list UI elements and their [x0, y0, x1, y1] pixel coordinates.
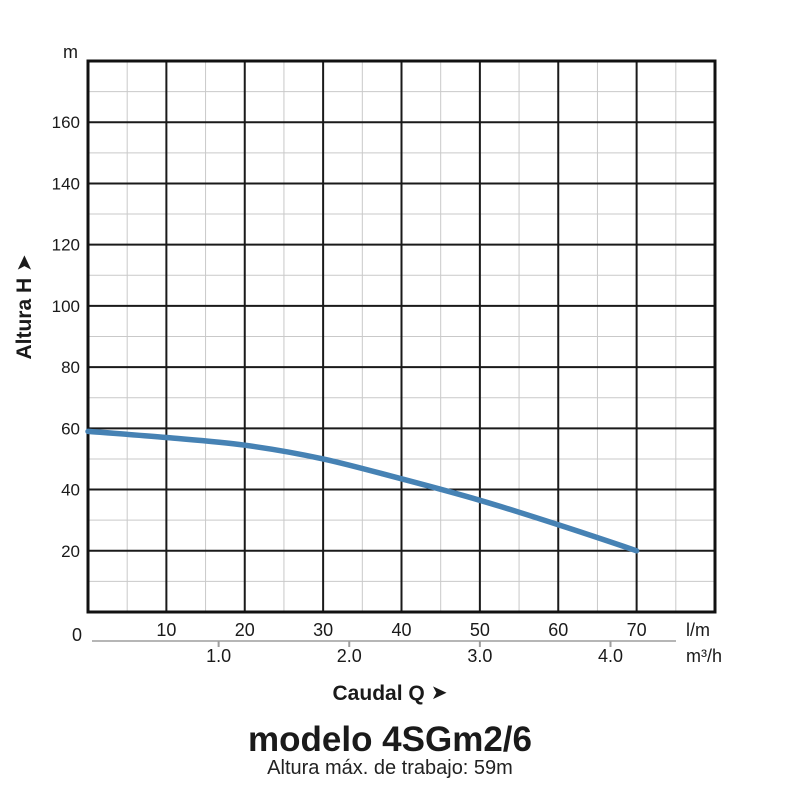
y-tick-label: 60	[61, 419, 80, 438]
plot-border	[86, 59, 717, 614]
x-tick-label: 70	[627, 620, 647, 640]
pump-performance-chart: 20 40 60 80 100 120 140 160 0 m 10 20 30 40 50 60 70 l/m 1…	[13, 42, 722, 666]
secondary-tick-label: 3.0	[467, 646, 492, 666]
pump-curve-line	[85, 428, 640, 554]
x-axis-title-text: Caudal Q	[332, 682, 425, 705]
x-tick-label: 10	[156, 620, 176, 640]
max-head-subtitle: Altura máx. de trabajo: 59m	[267, 757, 513, 779]
y-axis-unit: m	[63, 42, 78, 62]
y-tick-label: 100	[52, 297, 80, 316]
x-tick-label: 60	[548, 620, 568, 640]
right-arrow-icon: ➤	[430, 682, 448, 704]
x-tick-label: 40	[391, 620, 411, 640]
secondary-tick-label: 1.0	[206, 646, 231, 666]
y-tick-label: 80	[61, 358, 80, 377]
x-axis-primary-unit: l/m	[686, 620, 710, 640]
y-tick-label: 140	[52, 174, 80, 193]
x-tick-label: 30	[313, 620, 333, 640]
secondary-tick-label: 2.0	[337, 646, 362, 666]
origin-label: 0	[72, 625, 82, 645]
secondary-tick-label: 4.0	[598, 646, 623, 666]
x-tick-label: 20	[235, 620, 255, 640]
y-tick-label: 20	[61, 542, 80, 561]
x-axis-title: Caudal Q ➤	[76, 681, 704, 706]
x-tick-label: 50	[470, 620, 490, 640]
y-tick-label: 40	[61, 481, 80, 500]
x-axis-secondary-unit: m³/h	[686, 646, 722, 666]
model-title: modelo 4SGm2/6	[248, 720, 532, 759]
y-tick-label: 160	[52, 113, 80, 132]
y-axis-title: Altura H ➤	[13, 254, 36, 359]
y-tick-label: 120	[52, 236, 80, 255]
